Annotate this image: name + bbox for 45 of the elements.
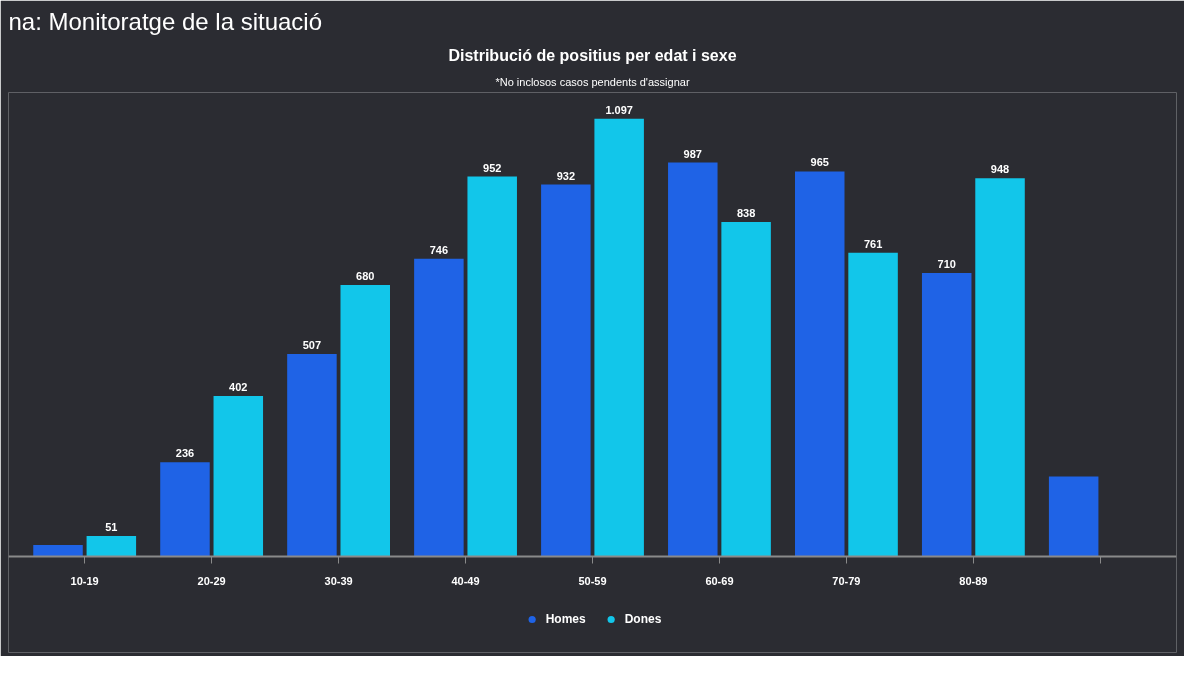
bar <box>848 252 898 557</box>
bar <box>213 395 264 557</box>
bar <box>160 462 210 557</box>
x-tick-label: 50-59 <box>578 575 607 588</box>
data-label: 1.097 <box>605 103 633 116</box>
data-label: 680 <box>356 270 375 283</box>
data-label: 710 <box>937 258 956 271</box>
x-tick-label: 80-89 <box>959 575 988 588</box>
chart-subtitle: *No inclosos casos pendents d'assignar <box>495 75 690 88</box>
data-label: 761 <box>863 237 883 250</box>
bar <box>86 535 137 557</box>
bar <box>1048 476 1099 557</box>
data-label: 838 <box>736 207 756 220</box>
data-label: 965 <box>810 156 829 169</box>
bar <box>975 178 1025 557</box>
data-label: 948 <box>990 163 1010 176</box>
data-label: 51 <box>105 520 118 533</box>
x-tick-label: 20-29 <box>197 575 226 588</box>
data-label: 932 <box>556 169 576 182</box>
bar <box>795 171 845 557</box>
x-tick-label: 10-19 <box>70 575 99 588</box>
legend-label: Homes <box>545 612 586 626</box>
bar <box>33 545 83 557</box>
x-tick-label: 30-39 <box>324 575 353 588</box>
bar <box>414 258 464 557</box>
bar <box>921 273 972 557</box>
data-label: 236 <box>175 447 195 460</box>
x-tick-label: 60-69 <box>705 575 734 588</box>
data-label: 952 <box>483 161 502 174</box>
bar <box>541 184 591 557</box>
bar <box>594 118 644 557</box>
legend-label: Dones <box>624 612 662 626</box>
bar <box>467 176 517 557</box>
data-label: 507 <box>302 339 322 352</box>
bar <box>340 285 390 557</box>
bar <box>668 162 718 557</box>
chart-title: Distribució de positius per edat i sexe <box>448 46 737 64</box>
data-label: 402 <box>229 380 248 393</box>
data-label: 987 <box>683 147 702 160</box>
bar <box>721 222 771 557</box>
x-tick-label: 40-49 <box>451 575 480 588</box>
text: na: Monitoratge de la situació <box>8 7 323 35</box>
x-tick-label: 70-79 <box>832 575 861 588</box>
bar <box>287 354 337 557</box>
data-label: 746 <box>429 243 449 256</box>
